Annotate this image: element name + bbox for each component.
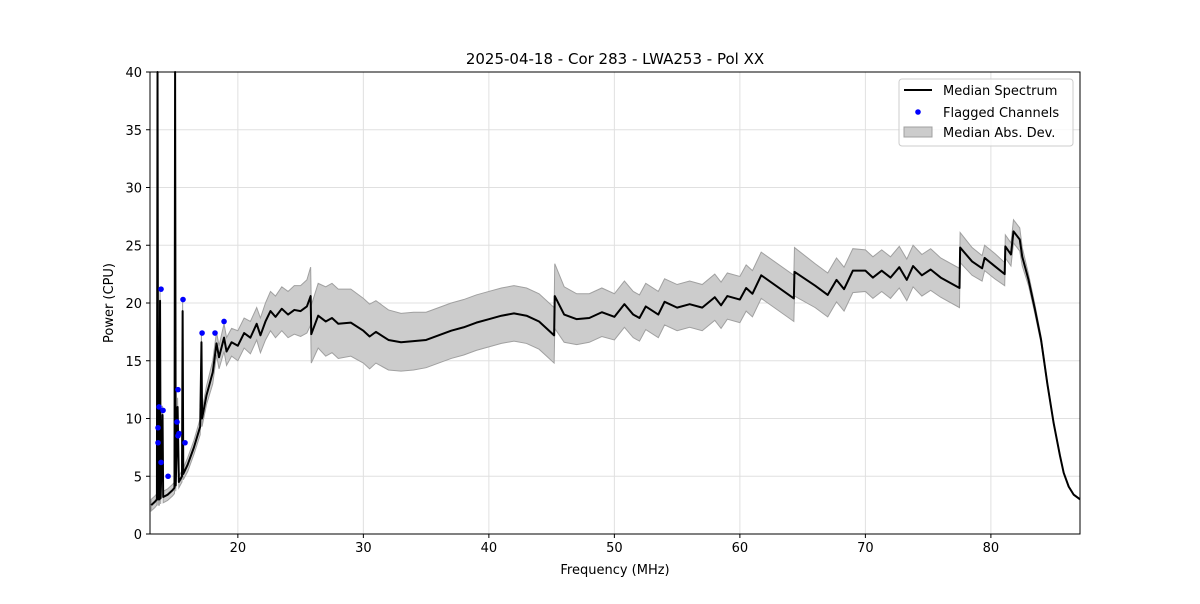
flagged-channel-point (221, 318, 227, 325)
legend-box (898, 78, 1074, 147)
x-tick-label: 30 (355, 541, 372, 556)
y-tick-label: 40 (125, 66, 142, 81)
x-tick-label: 70 (857, 541, 874, 556)
flagged-channel-point (180, 296, 186, 303)
flagged-channel-point (158, 459, 164, 466)
y-tick-label: 35 (125, 124, 142, 139)
y-tick-label: 20 (125, 297, 142, 312)
y-tick-label: 25 (125, 239, 142, 254)
flagged-channel-point (174, 419, 180, 425)
chart-title: 2025-04-18 - Cor 283 - LWA253 - Pol XX (466, 50, 764, 68)
x-axis-label: Frequency (MHz) (560, 563, 669, 578)
legend-median-spectrum: Median Spectrum (943, 84, 1057, 99)
y-axis-label: Power (CPU) (102, 263, 117, 343)
legend-flagged-channels: Flagged Channels (943, 106, 1059, 121)
flagged-channel-point (155, 439, 161, 446)
flagged-channel-point (158, 286, 164, 292)
x-tick-label: 40 (481, 541, 498, 556)
x-tick-label: 60 (732, 541, 749, 556)
legend-dot-swatch (915, 109, 921, 115)
ticks: 20 30 40 50 60 70 80 0 5 10 15 20 25 30 35 40 (125, 66, 999, 556)
y-tick-label: 0 (134, 528, 142, 543)
y-tick-label: 30 (125, 182, 142, 197)
y-tick-label: 10 (125, 413, 142, 428)
flagged-channel-point (182, 439, 188, 446)
plot-area (150, 71, 1081, 513)
median-spectrum-line (150, 71, 1081, 506)
flagged-channel-point (175, 433, 181, 439)
legend: Median Spectrum Flagged Channels Median … (898, 78, 1074, 147)
flagged-channel-point (155, 424, 161, 431)
flagged-channel-point (156, 404, 162, 410)
flagged-channel-point (165, 473, 171, 480)
flagged-channel-point (212, 330, 218, 336)
y-tick-label: 5 (134, 470, 142, 485)
legend-fill-swatch (903, 126, 933, 138)
x-tick-label: 50 (606, 541, 623, 556)
x-tick-label: 80 (983, 541, 1000, 556)
flagged-channel-point (199, 330, 205, 336)
flagged-channel-point (175, 386, 181, 393)
flagged-channel-point (160, 407, 166, 414)
y-tick-label: 15 (125, 355, 142, 370)
legend-median-abs-dev: Median Abs. Dev. (943, 126, 1055, 141)
x-tick-label: 20 (230, 541, 247, 556)
